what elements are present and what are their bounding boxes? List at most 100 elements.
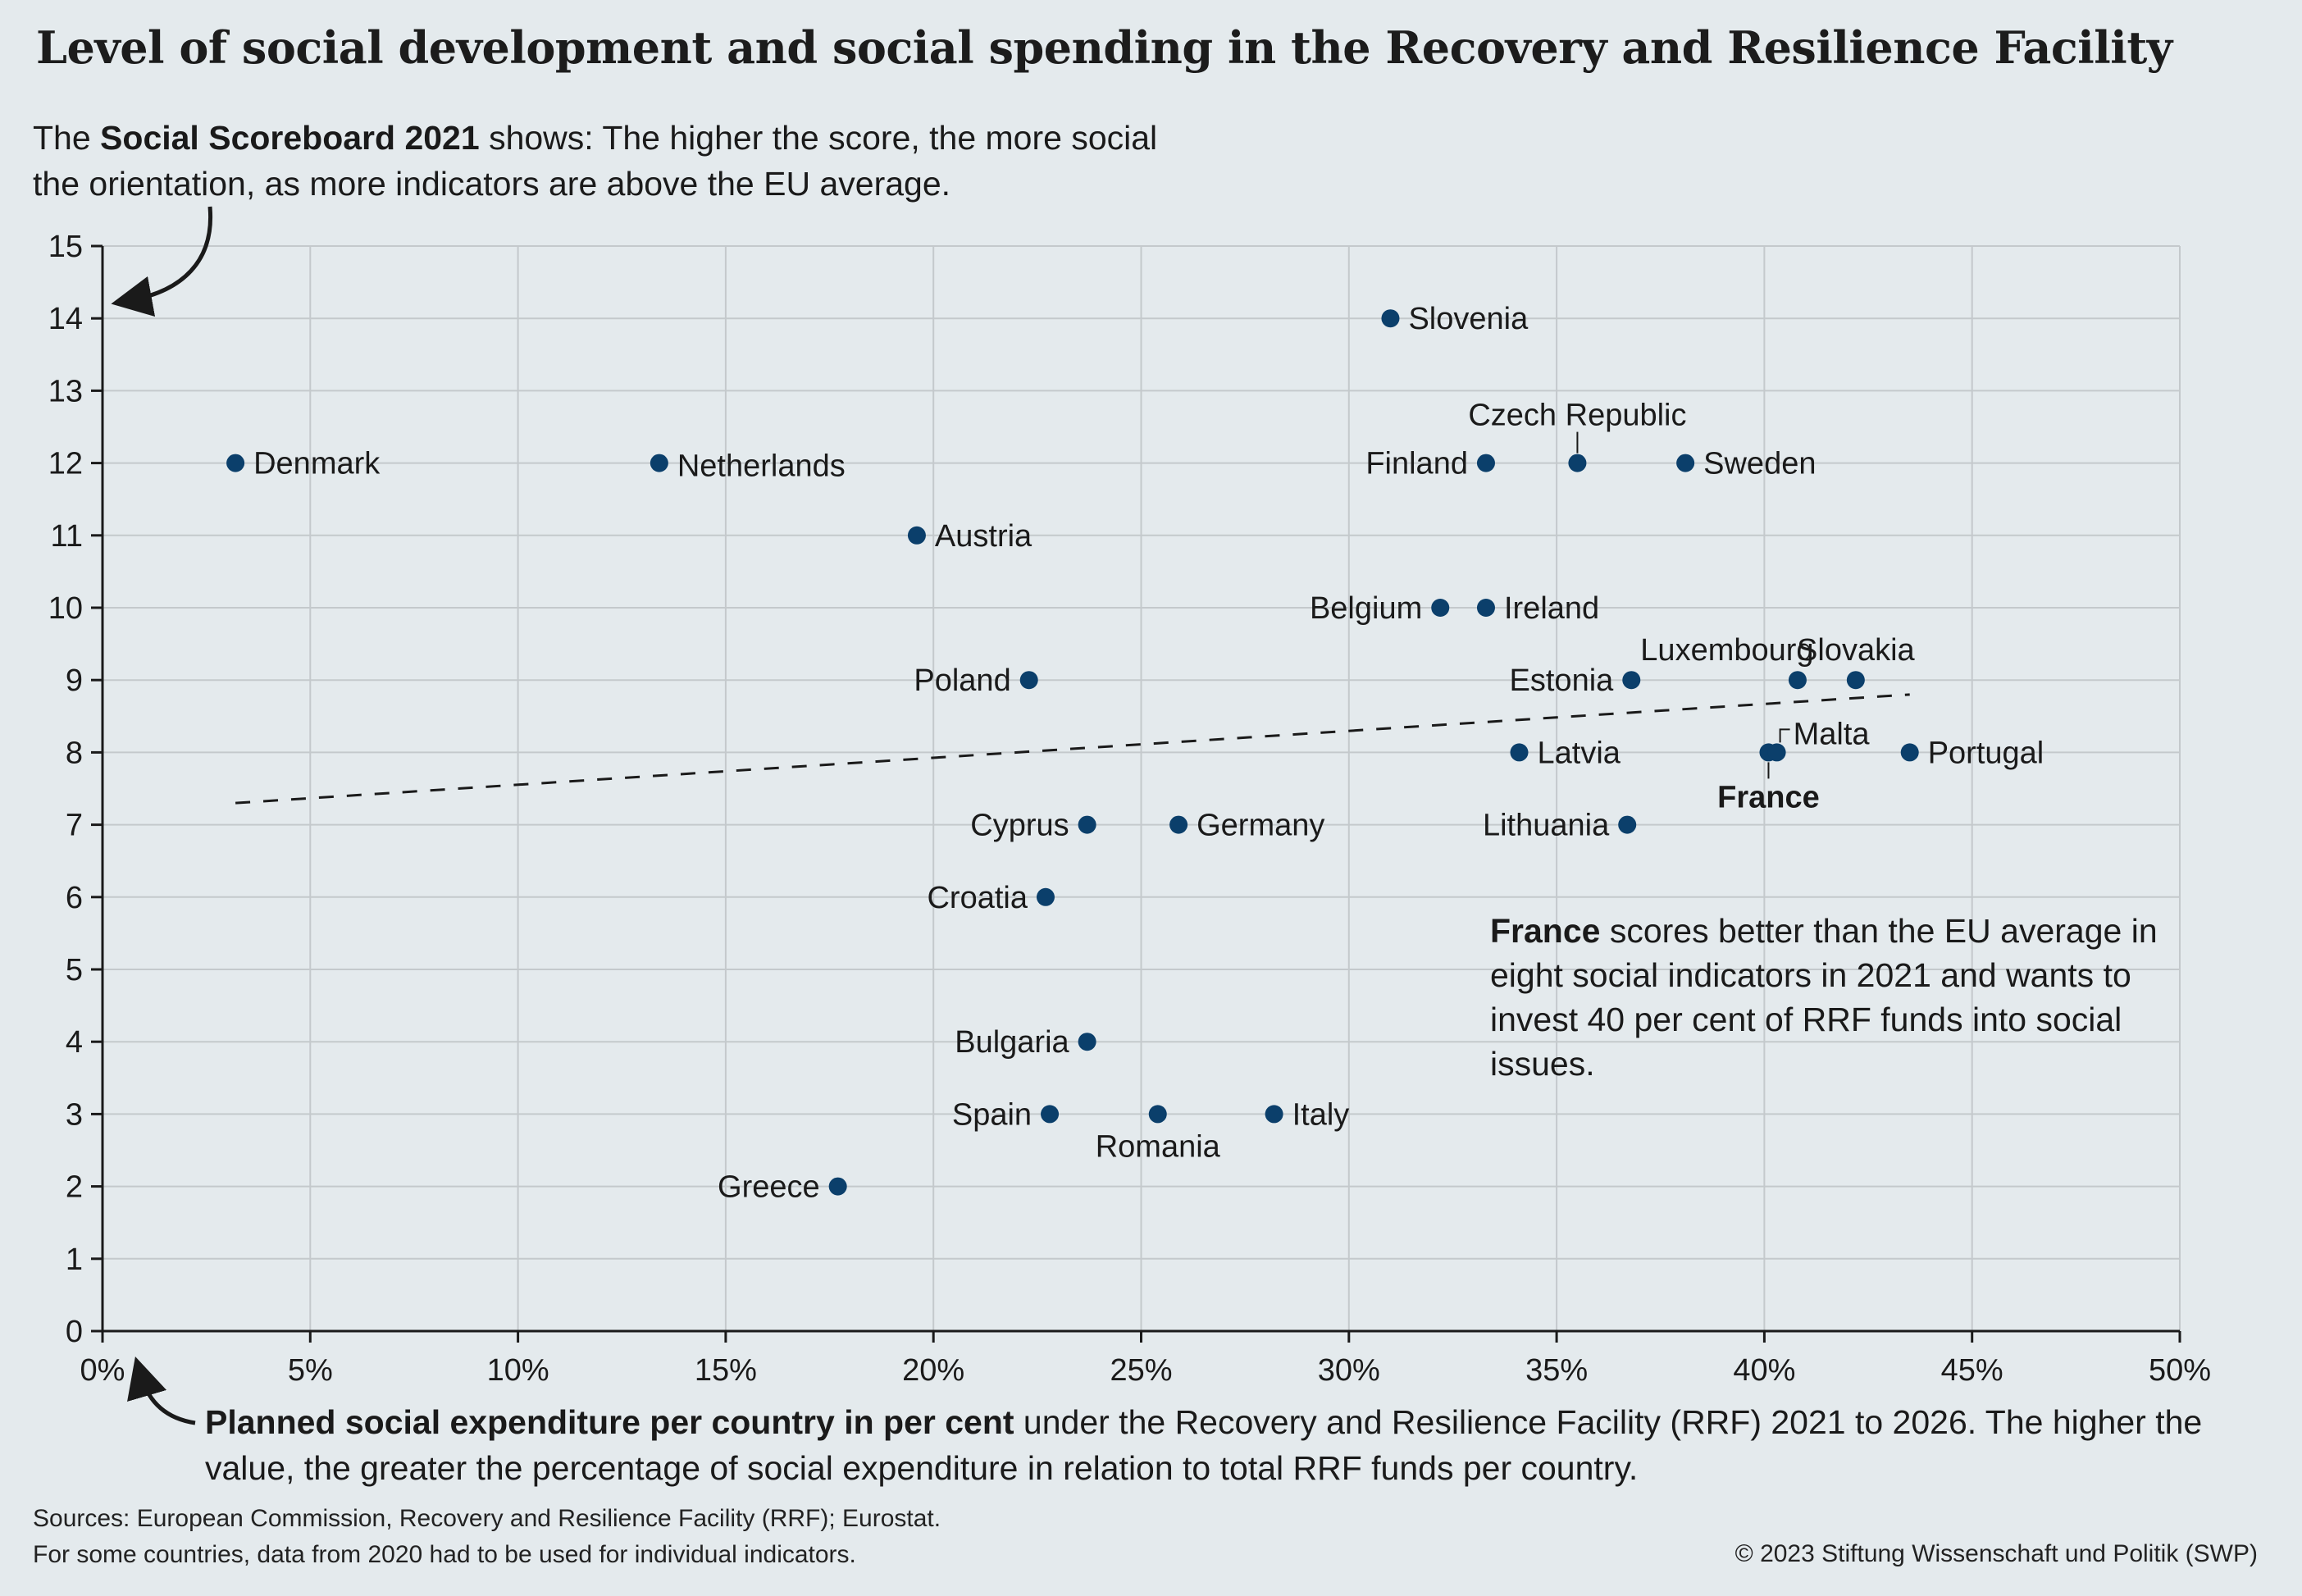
y-tick-label: 0: [66, 1315, 83, 1349]
point-belgium: [1431, 599, 1450, 617]
point-ireland: [1476, 599, 1495, 617]
trendline: [235, 693, 1910, 805]
point-cyprus: [1078, 815, 1096, 834]
x-axis-explanation: Planned social expenditure per country i…: [205, 1399, 2255, 1491]
y-tick-label: 1: [66, 1243, 83, 1277]
label-netherlands: Netherlands: [677, 449, 846, 484]
copyright: © 2023 Stiftung Wissenschaft und Politik…: [1734, 1540, 2258, 1567]
point-romania: [1148, 1105, 1167, 1124]
point-spain: [1041, 1105, 1060, 1124]
point-poland: [1019, 671, 1038, 690]
x-tick-label: 35%: [1525, 1353, 1588, 1388]
x-tick-label: 30%: [1318, 1353, 1380, 1388]
label-belgium: Belgium: [1310, 591, 1422, 626]
y-tick-label: 9: [66, 663, 83, 698]
y-axis-explanation: The Social Scoreboard 2021 shows: The hi…: [33, 115, 1197, 207]
label-ireland: Ireland: [1504, 591, 1599, 626]
y-tick-label: 5: [66, 953, 83, 987]
y-tick-label: 4: [66, 1025, 83, 1060]
x-tick-label: 15%: [695, 1353, 757, 1388]
x-explanation-rest: under the Recovery and Resilience Facili…: [205, 1403, 2203, 1487]
point-finland: [1476, 454, 1495, 472]
point-germany: [1169, 815, 1188, 834]
x-tick-label: 10%: [487, 1353, 549, 1388]
point-luxembourg: [1788, 671, 1807, 690]
trendline-dashed: [235, 693, 1910, 805]
note-bold: France: [1490, 912, 1601, 950]
point-austria: [907, 526, 926, 545]
label-germany: Germany: [1197, 809, 1324, 843]
sources-line-1: Sources: European Commission, Recovery a…: [33, 1505, 941, 1532]
label-france: France: [1717, 780, 1820, 814]
label-slovakia: Slovakia: [1797, 633, 1915, 668]
point-portugal: [1900, 743, 1919, 762]
point-netherlands: [650, 454, 668, 472]
point-malta: [1767, 743, 1786, 762]
y-tick-label: 11: [51, 519, 83, 554]
label-lithuania: Lithuania: [1483, 809, 1610, 843]
sources: Sources: European Commission, Recovery a…: [33, 1501, 1181, 1573]
label-italy: Italy: [1292, 1097, 1350, 1132]
label-bulgaria: Bulgaria: [955, 1025, 1069, 1060]
x-tick-label: 0%: [80, 1353, 125, 1388]
point-slovakia: [1846, 671, 1865, 690]
point-denmark: [226, 454, 245, 472]
point-czech-republic: [1568, 454, 1587, 472]
x-axis-pointer-arrow-icon: [127, 1357, 196, 1425]
y-explanation-prefix: The: [33, 119, 101, 157]
y-tick-label: 13: [48, 374, 83, 408]
label-finland: Finland: [1365, 447, 1468, 481]
point-slovenia: [1381, 309, 1400, 328]
point-bulgaria: [1078, 1033, 1096, 1051]
point-lithuania: [1618, 815, 1637, 834]
point-croatia: [1036, 887, 1055, 906]
y-tick-label: 15: [48, 230, 83, 264]
y-tick-label: 12: [48, 447, 83, 481]
point-latvia: [1510, 743, 1529, 762]
label-poland: Poland: [914, 663, 1010, 698]
y-tick-label: 7: [66, 809, 83, 843]
label-slovenia: Slovenia: [1408, 302, 1529, 336]
label-croatia: Croatia: [927, 881, 1028, 915]
label-spain: Spain: [952, 1097, 1032, 1132]
y-tick-label: 8: [66, 736, 83, 770]
y-tick-label: 3: [66, 1097, 83, 1132]
x-tick-label: 50%: [2149, 1353, 2211, 1388]
label-malta: Malta: [1794, 717, 1871, 751]
label-denmark: Denmark: [253, 447, 381, 481]
x-tick-label: 5%: [288, 1353, 333, 1388]
leader-line: [1779, 728, 1790, 743]
x-tick-label: 25%: [1110, 1353, 1172, 1388]
y-tick-label: 2: [66, 1170, 83, 1205]
point-italy: [1265, 1105, 1283, 1124]
axes: [91, 244, 2181, 1343]
y-axis-pointer-arrow-icon: [111, 206, 213, 317]
grid-lines: [103, 245, 2181, 1331]
label-greece: Greece: [718, 1170, 820, 1205]
point-estonia: [1622, 671, 1641, 690]
label-austria: Austria: [935, 519, 1032, 554]
point-sweden: [1676, 454, 1695, 472]
point-greece: [828, 1177, 847, 1196]
x-tick-label: 40%: [1733, 1353, 1795, 1388]
note-rest: scores better than the EU average in eig…: [1490, 912, 2158, 1083]
label-portugal: Portugal: [1928, 736, 2044, 770]
y-tick-label: 10: [48, 591, 83, 626]
y-tick-label: 6: [66, 881, 83, 915]
label-luxembourg: Luxembourg: [1640, 633, 1813, 668]
x-tick-label: 20%: [902, 1353, 964, 1388]
point-labels: Denmark Netherlands Austria Poland Cyprus Cro…: [253, 302, 2044, 1204]
label-latvia: Latvia: [1538, 736, 1621, 770]
label-sweden: Sweden: [1703, 447, 1816, 481]
data-points: [226, 309, 1919, 1196]
france-note: France scores better than the EU average…: [1490, 909, 2212, 1086]
chart-title: Level of social development and social s…: [36, 21, 2172, 74]
label-estonia: Estonia: [1510, 663, 1615, 698]
y-explanation-bold: Social Scoreboard 2021: [100, 119, 480, 157]
label-romania: Romania: [1096, 1129, 1221, 1164]
y-tick-label: 14: [48, 302, 83, 336]
label-czech-republic: Czech Republic: [1468, 399, 1686, 433]
x-explanation-bold: Planned social expenditure per country i…: [205, 1403, 1014, 1441]
